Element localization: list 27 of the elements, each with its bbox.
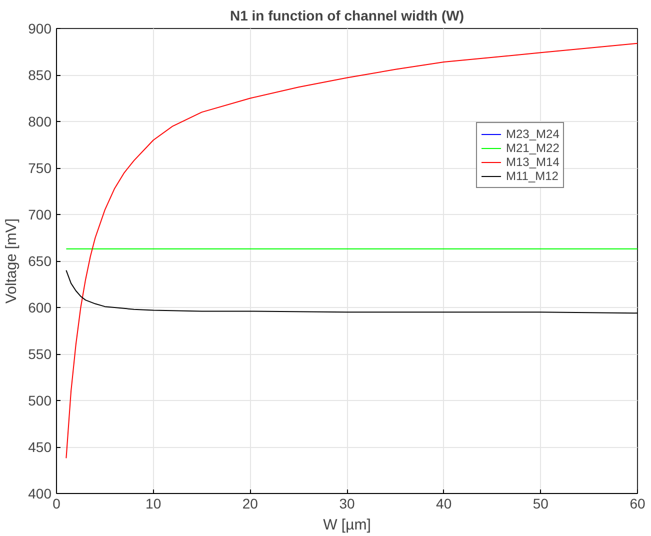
y-axis-title: Voltage [mV] <box>3 218 20 304</box>
y-tick-label: 600 <box>28 300 52 316</box>
legend-label: M13_M14 <box>506 155 560 169</box>
y-tick-label: 550 <box>28 346 52 362</box>
x-tick-label: 50 <box>532 496 549 512</box>
y-tick-label: 700 <box>28 206 52 222</box>
chart-title: N1 in function of channel width (W) <box>230 8 464 24</box>
y-tick-label: 400 <box>28 486 52 502</box>
x-tick-label: 20 <box>242 496 258 512</box>
legend-label: M11_M12 <box>506 169 558 183</box>
y-tick-label: 850 <box>28 67 52 83</box>
x-tick-label: 0 <box>52 496 61 512</box>
x-tick-label: 30 <box>339 496 355 512</box>
x-tick-label: 60 <box>630 496 646 512</box>
line-series <box>66 270 638 314</box>
y-tick-label: 450 <box>28 439 52 455</box>
y-tick-label: 750 <box>28 160 52 176</box>
x-tick-label: 40 <box>436 496 452 512</box>
x-axis-title: W [µm] <box>323 516 371 534</box>
line-series <box>66 42 638 459</box>
x-tick-label: 10 <box>146 496 162 512</box>
y-tick-label: 800 <box>28 114 52 130</box>
y-tick-label: 900 <box>28 20 52 36</box>
y-tick-label: 500 <box>28 392 52 408</box>
y-tick-label: 650 <box>28 253 52 269</box>
legend-label: M23_M24 <box>506 127 560 141</box>
legend-label: M21_M22 <box>506 141 560 155</box>
